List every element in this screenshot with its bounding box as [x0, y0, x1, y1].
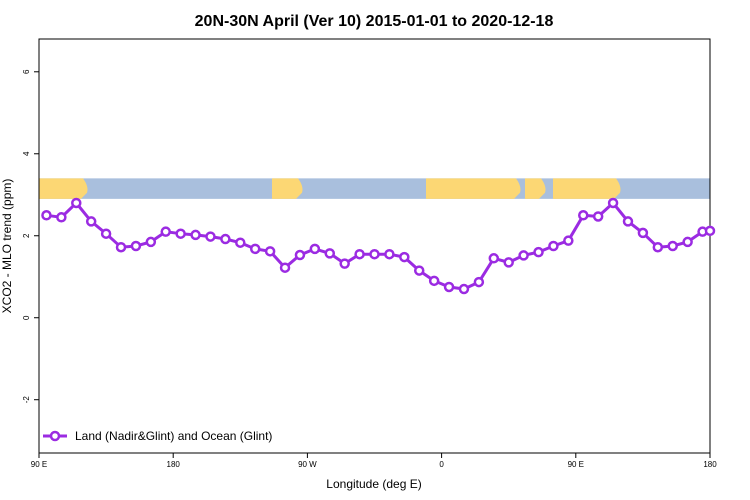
data-point — [130, 240, 142, 252]
y-tick-label: 0 — [22, 315, 31, 320]
data-point — [518, 250, 529, 261]
x-axis: 90 E 180 90 W 0 90 E 180 — [31, 453, 717, 469]
data-point — [384, 248, 395, 260]
y-axis-label: XCO2 - MLO trend (ppm) — [0, 179, 14, 314]
chart-title: 20N-30N April (Ver 10) 2015-01-01 to 202… — [195, 13, 554, 30]
data-point — [548, 240, 559, 252]
map-land-region — [553, 178, 621, 199]
legend-entry-label: Land (Nadir&Glint) and Ocean (Glint) — [75, 429, 272, 443]
x-tick-label: 180 — [167, 460, 181, 469]
y-tick-label: 6 — [22, 69, 31, 74]
data-point — [354, 248, 365, 260]
data-point — [592, 211, 604, 222]
data-point — [100, 228, 112, 239]
data-point — [473, 276, 485, 288]
y-tick-label: 4 — [22, 151, 31, 156]
data-point — [578, 210, 589, 221]
data-point — [503, 257, 514, 268]
data-point — [220, 233, 231, 245]
data-point — [622, 216, 634, 227]
data-point — [369, 248, 380, 260]
data-point — [533, 246, 544, 258]
map-land-region — [426, 178, 521, 199]
data-point — [115, 241, 127, 253]
y-axis: -2 0 2 4 6 — [22, 69, 39, 403]
y-tick-label: -2 — [22, 396, 31, 404]
data-point — [249, 243, 261, 255]
plot-frame — [38, 38, 711, 454]
x-tick-label: 90 W — [298, 460, 317, 469]
data-point — [339, 258, 350, 269]
x-tick-label: 90 E — [568, 460, 584, 469]
series-line — [46, 201, 711, 291]
y-tick-label: 2 — [22, 233, 31, 238]
data-point — [264, 246, 276, 257]
data-point — [175, 228, 186, 239]
data-point — [56, 212, 67, 223]
series-group — [41, 197, 716, 295]
x-axis-label: Longitude (deg E) — [326, 477, 421, 491]
data-point — [443, 281, 455, 293]
data-point — [294, 249, 306, 261]
map-land-region — [525, 178, 546, 199]
legend: Land (Nadir&Glint) and Ocean (Glint) — [43, 429, 272, 443]
data-point — [563, 235, 574, 246]
data-point — [428, 275, 440, 287]
map-strip — [39, 178, 710, 199]
data-point — [324, 248, 336, 259]
data-point — [71, 197, 82, 209]
data-point — [85, 216, 97, 227]
x-tick-label: 90 E — [31, 460, 47, 469]
data-point — [682, 236, 693, 248]
map-land-region — [272, 178, 303, 199]
data-point — [607, 197, 619, 209]
x-tick-label: 0 — [439, 460, 444, 469]
data-point — [667, 240, 678, 252]
legend-marker — [49, 430, 61, 442]
data-point — [145, 236, 157, 248]
data-point — [399, 251, 410, 263]
data-point — [279, 262, 291, 273]
data-point — [309, 243, 321, 255]
data-point — [637, 227, 649, 239]
data-point — [160, 226, 171, 237]
map-land-region — [39, 178, 88, 199]
data-point — [205, 231, 216, 242]
data-point — [704, 225, 716, 237]
data-point — [652, 241, 664, 253]
x-tick-label: 180 — [703, 460, 717, 469]
data-point — [190, 229, 201, 241]
data-point — [41, 210, 52, 221]
data-point — [235, 237, 246, 248]
data-point — [413, 265, 425, 276]
data-point — [458, 283, 470, 295]
data-point — [488, 253, 500, 264]
